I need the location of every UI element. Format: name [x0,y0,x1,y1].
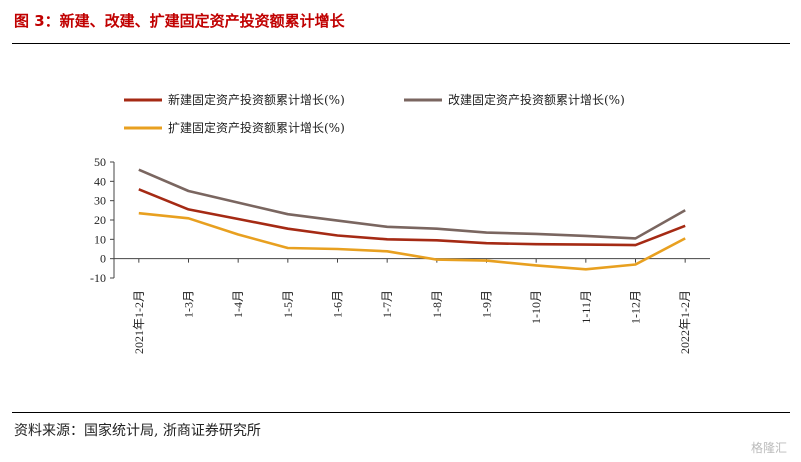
bottom-rule [12,412,790,413]
source-note: 资料来源：国家统计局, 浙商证券研究所 [14,423,261,439]
x-tick-label: 1-8月 [430,290,444,318]
y-tick-label: -10 [90,271,106,285]
x-tick-label: 1-11月 [579,290,593,324]
legend-label-1: 新建固定资产投资额累计增长(%) [168,92,345,107]
y-tick-label: 0 [100,252,106,266]
y-tick-label: 10 [94,232,106,246]
series-line-3 [138,211,686,271]
x-tick-label: 1-5月 [281,290,295,318]
chart-ticks: 50 40 30 20 10 0 -10 2021年1-2月 1-3月 1-4月 1-5月 1-6月 1… [90,155,692,354]
series-line-2 [138,168,686,240]
x-tick-label: 1-10月 [529,290,543,324]
figure-title: 图 3：新建、改建、扩建固定资产投资额累计增长 [14,12,345,30]
x-tick-label: 1-4月 [231,290,245,318]
x-tick-label: 1-6月 [331,290,345,318]
chart-legend: 新建固定资产投资额累计增长(%) 改建固定资产投资额累计增长(%) 扩建固定资产投资… [124,92,625,135]
x-tick-label: 2022年1-2月 [678,290,692,354]
y-tick-label: 20 [94,213,106,227]
x-tick-label: 1-3月 [182,290,196,318]
x-tick-label: 1-9月 [480,290,494,318]
top-rule [12,43,790,44]
y-tick-label: 40 [94,174,106,188]
x-tick-label: 1-7月 [380,290,394,318]
chart-axes [113,162,710,278]
y-tick-label: 30 [94,194,106,208]
watermark-logo: 格隆汇 [750,441,787,455]
legend-label-3: 扩建固定资产投资额累计增长(%) [168,120,345,135]
chart-series [138,168,686,271]
series-line-1 [138,188,686,247]
legend-label-2: 改建固定资产投资额累计增长(%) [448,92,625,107]
x-tick-label: 2021年1-2月 [132,290,146,354]
y-tick-label: 50 [94,155,106,169]
x-tick-label: 1-12月 [629,290,643,324]
